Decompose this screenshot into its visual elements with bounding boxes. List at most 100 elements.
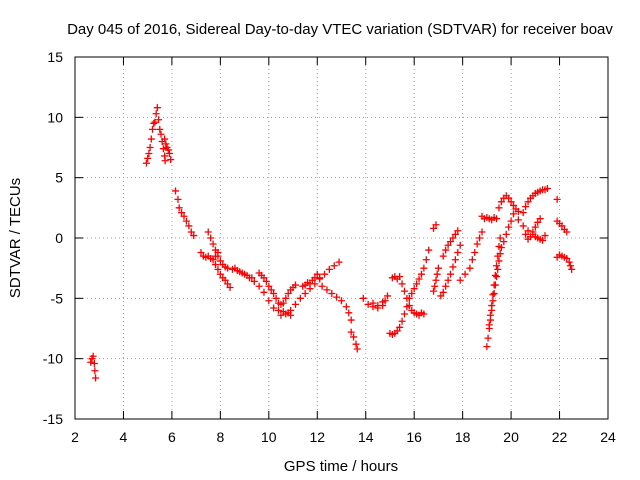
data-point bbox=[204, 228, 212, 236]
data-point bbox=[333, 293, 341, 301]
y-tick-label: 15 bbox=[47, 49, 63, 65]
point-series-arc-b bbox=[142, 118, 159, 167]
data-point bbox=[156, 125, 164, 133]
data-point bbox=[558, 222, 566, 230]
data-point bbox=[89, 352, 97, 360]
x-tick-label: 4 bbox=[120, 429, 128, 445]
data-point bbox=[451, 230, 459, 238]
data-point bbox=[430, 224, 438, 232]
point-series-arc-ad bbox=[522, 215, 544, 243]
data-point bbox=[197, 248, 205, 256]
data-point bbox=[267, 286, 275, 294]
data-point bbox=[255, 282, 263, 290]
data-point bbox=[415, 275, 423, 283]
data-point bbox=[284, 290, 292, 298]
data-point bbox=[180, 212, 188, 220]
data-point bbox=[539, 236, 547, 244]
data-point bbox=[449, 234, 457, 242]
data-point bbox=[91, 367, 99, 375]
data-point bbox=[275, 306, 283, 314]
data-point bbox=[451, 256, 459, 264]
point-series-arc-l bbox=[277, 258, 343, 319]
data-point bbox=[318, 282, 326, 290]
grid-lines bbox=[75, 57, 608, 419]
point-series-arc-e bbox=[172, 187, 198, 240]
data-point bbox=[529, 228, 537, 236]
data-point bbox=[486, 311, 494, 319]
data-point bbox=[224, 264, 232, 272]
data-point bbox=[541, 232, 549, 240]
x-tick-label: 8 bbox=[216, 429, 224, 445]
data-point bbox=[563, 255, 571, 263]
data-point bbox=[526, 233, 534, 241]
data-point bbox=[403, 294, 411, 302]
data-point bbox=[216, 270, 224, 278]
data-point bbox=[161, 157, 169, 165]
data-point bbox=[489, 297, 497, 305]
data-point bbox=[400, 287, 408, 295]
point-series-arc-z bbox=[485, 234, 504, 329]
data-point bbox=[347, 328, 355, 336]
data-point bbox=[490, 281, 498, 289]
data-point bbox=[155, 116, 163, 124]
data-point bbox=[146, 144, 154, 151]
x-tick-label: 12 bbox=[309, 429, 325, 445]
data-point bbox=[149, 125, 157, 133]
data-point bbox=[444, 241, 452, 249]
data-point bbox=[338, 297, 345, 305]
data-point bbox=[379, 298, 387, 306]
y-tick-label: 0 bbox=[55, 230, 63, 246]
data-point bbox=[432, 221, 440, 229]
data-point bbox=[413, 280, 421, 288]
data-point bbox=[231, 264, 239, 272]
data-point bbox=[144, 154, 152, 162]
data-point bbox=[553, 195, 561, 203]
data-point bbox=[410, 285, 418, 293]
data-point bbox=[433, 270, 441, 278]
data-point bbox=[536, 215, 544, 223]
data-point bbox=[461, 270, 469, 278]
data-point bbox=[500, 238, 508, 246]
data-point bbox=[306, 280, 314, 288]
data-point bbox=[510, 210, 518, 218]
data-point bbox=[510, 201, 518, 209]
data-point bbox=[437, 292, 445, 300]
data-point bbox=[330, 262, 338, 270]
x-tick-label: 24 bbox=[600, 429, 616, 445]
y-tick-label: -15 bbox=[43, 411, 63, 427]
data-point bbox=[262, 277, 270, 285]
data-point bbox=[434, 264, 442, 272]
data-point bbox=[490, 290, 498, 298]
data-point bbox=[325, 265, 333, 273]
data-points bbox=[87, 104, 576, 382]
data-point bbox=[279, 299, 287, 307]
data-point bbox=[543, 185, 551, 193]
point-series-arc-u bbox=[437, 241, 464, 300]
data-point bbox=[369, 299, 377, 307]
data-point bbox=[454, 227, 462, 235]
data-point bbox=[398, 317, 406, 325]
point-series-arc-n bbox=[318, 282, 355, 324]
chart-title: Day 045 of 2016, Sidereal Day-to-day VTE… bbox=[67, 21, 613, 38]
data-point bbox=[493, 262, 501, 270]
point-series-arc-m bbox=[299, 270, 324, 290]
data-point bbox=[507, 198, 515, 206]
data-point bbox=[505, 194, 513, 202]
data-point bbox=[524, 227, 532, 235]
data-point bbox=[507, 217, 515, 225]
point-series-arc-a bbox=[87, 352, 100, 382]
data-point bbox=[430, 287, 438, 295]
data-point bbox=[473, 240, 481, 248]
data-point bbox=[328, 290, 336, 298]
data-point bbox=[260, 288, 268, 296]
data-point bbox=[494, 265, 502, 273]
data-point bbox=[145, 150, 153, 158]
point-series-arc-x bbox=[478, 212, 501, 224]
data-point bbox=[190, 232, 198, 240]
data-point bbox=[456, 241, 464, 249]
data-point bbox=[444, 276, 452, 284]
data-point bbox=[359, 294, 367, 302]
data-point bbox=[350, 333, 358, 341]
data-point bbox=[400, 310, 408, 318]
